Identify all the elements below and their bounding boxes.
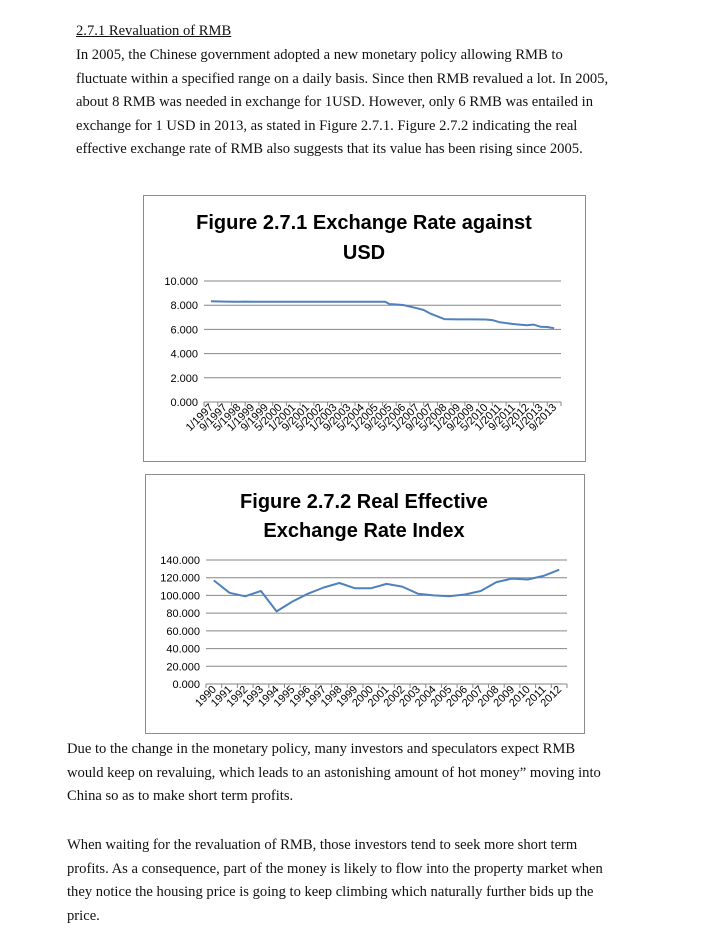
y-tick-label: 40.000 [166,644,200,656]
y-tick-label: 2.000 [170,373,198,385]
chart-title: USD [343,242,385,264]
section-heading: 2.7.1 Revaluation of RMB [76,23,232,39]
y-tick-label: 10.000 [164,276,198,288]
y-tick-label: 120.000 [160,573,200,585]
reer-index-chart-svg: Figure 2.7.2 Real Effective Exchange Rate… [160,491,568,709]
paragraph-line: price. [67,907,100,924]
intro-line: In 2005, the Chinese government adopted … [76,47,563,63]
chart-title: Exchange Rate Index [263,520,464,542]
y-tick-label: 0.000 [170,397,198,409]
y-tick-label: 140.000 [160,555,200,567]
y-tick-label: 0.000 [172,679,200,691]
exchange-rate-chart: Figure 2.7.1 Exchange Rate against USD 10.… [143,195,586,462]
paragraph-line: When waiting for the revaluation of RMB,… [67,837,578,853]
intro-line: exchange for 1 USD in 2013, as stated in… [76,117,578,134]
series-line [213,568,560,613]
y-tick-label: 60.000 [166,626,200,638]
property-market-paragraph: When waiting for the revaluation of RMB,… [67,834,697,928]
y-tick-label: 80.000 [166,608,200,620]
paragraph-line: Due to the change in the monetary policy… [67,741,576,757]
paragraph-line: would keep on revaluing, which leads to … [67,764,601,781]
intro-paragraph: In 2005, the Chinese government adopted … [76,44,676,162]
intro-line: about 8 RMB was needed in exchange for 1… [76,94,593,111]
y-tick-label: 8.000 [170,300,198,312]
paragraph-line: China so as to make short term profits. [67,788,294,805]
y-tick-label: 6.000 [170,324,198,336]
exchange-rate-chart-svg: Figure 2.7.1 Exchange Rate against USD 10.… [164,212,562,434]
paragraph-line: profits. As a consequence, part of the m… [67,860,603,877]
chart-title: Figure 2.7.1 Exchange Rate against [196,212,532,234]
chart-title: Figure 2.7.2 Real Effective [240,491,488,513]
intro-line: fluctuate within a specified range on a … [76,70,609,87]
reer-index-chart: Figure 2.7.2 Real Effective Exchange Rate… [145,474,585,734]
series-line [210,300,555,330]
hot-money-paragraph: Due to the change in the monetary policy… [67,738,697,809]
y-tick-label: 100.000 [160,590,200,602]
paragraph-line: they notice the housing price is going t… [67,884,594,901]
intro-line: effective exchange rate of RMB also sugg… [76,141,583,158]
y-tick-label: 4.000 [170,349,198,361]
y-tick-label: 20.000 [166,661,200,673]
